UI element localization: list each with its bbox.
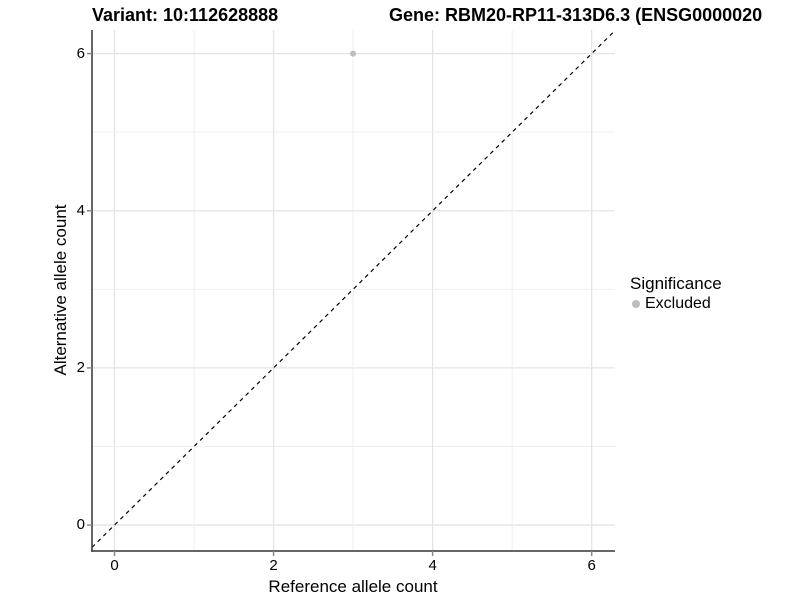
x-axis-title: Reference allele count bbox=[268, 577, 438, 596]
legend-title: Significance bbox=[630, 274, 722, 293]
data-point bbox=[350, 50, 357, 57]
excluded-dot-icon bbox=[632, 300, 640, 308]
x-tick-label: 2 bbox=[269, 557, 278, 574]
x-tick-label: 0 bbox=[110, 557, 119, 574]
legend: Significance Excluded bbox=[630, 273, 722, 314]
y-tick-label: 6 bbox=[76, 44, 85, 62]
y-tick-label: 0 bbox=[76, 516, 85, 534]
x-tick-label: 4 bbox=[428, 557, 437, 574]
variant-title: Variant: 10:112628888 bbox=[92, 5, 279, 25]
x-tick-label: 6 bbox=[587, 557, 596, 574]
y-axis-title: Alternative allele count bbox=[51, 204, 70, 376]
gene-title: Gene: RBM20-RP11-313D6.3 (ENSG0000020 bbox=[389, 5, 763, 25]
legend-entry-label: Excluded bbox=[645, 295, 711, 312]
legend-entry-excluded: Excluded bbox=[630, 294, 722, 314]
y-tick-label: 2 bbox=[76, 358, 85, 376]
y-tick-label: 4 bbox=[76, 201, 85, 219]
